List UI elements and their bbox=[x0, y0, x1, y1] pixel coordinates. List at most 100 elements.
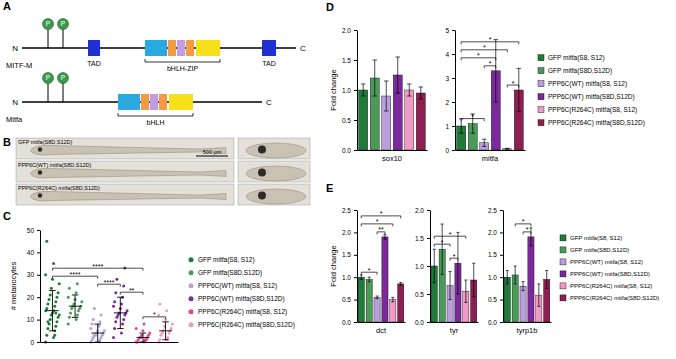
point bbox=[46, 302, 49, 305]
x-axis-line bbox=[358, 322, 406, 323]
legend-swatch bbox=[189, 283, 194, 288]
point bbox=[165, 309, 168, 312]
y-tick-mark bbox=[37, 275, 40, 276]
significance-label: * bbox=[453, 253, 456, 260]
point bbox=[100, 314, 103, 317]
y-tick: 1.0 bbox=[415, 263, 430, 270]
y-axis-line bbox=[503, 211, 504, 323]
point bbox=[54, 300, 57, 303]
error-bar bbox=[482, 139, 486, 146]
image-frame bbox=[16, 161, 234, 182]
significance: ***** bbox=[361, 210, 400, 274]
legend-swatch bbox=[538, 120, 544, 126]
significance-label: **** bbox=[70, 271, 81, 278]
y-tick: 0.0 bbox=[342, 147, 357, 154]
larva-image: PPP6C(R264C) mitfa(S8D,S12D) bbox=[16, 184, 310, 205]
legend-swatch bbox=[189, 296, 194, 301]
larva-body bbox=[30, 168, 226, 178]
y-tick-mark bbox=[354, 277, 357, 278]
y-tick-mark bbox=[500, 232, 503, 233]
zoom-head bbox=[246, 166, 306, 181]
point bbox=[143, 323, 146, 326]
legend-swatch bbox=[538, 81, 544, 87]
scale-bar-label: 500 µm bbox=[203, 149, 222, 155]
y-tick-mark bbox=[37, 252, 40, 253]
y-tick-mark bbox=[500, 277, 503, 278]
bar bbox=[366, 279, 372, 322]
y-tick-mark bbox=[452, 30, 455, 31]
y-tick-mark bbox=[37, 342, 40, 343]
y-tick-label: 0.5 bbox=[415, 291, 424, 298]
y-tick: 0.5 bbox=[415, 291, 430, 298]
point bbox=[114, 291, 117, 294]
site-stem bbox=[48, 83, 49, 102]
point bbox=[76, 282, 79, 285]
domain-label: bHLH bbox=[147, 119, 165, 126]
point bbox=[45, 334, 48, 337]
legend-swatch bbox=[189, 270, 194, 275]
error-bar bbox=[399, 283, 402, 286]
error-bar bbox=[376, 296, 379, 299]
x-axis-line bbox=[456, 150, 526, 151]
error-bar bbox=[545, 270, 548, 288]
zoom-eye bbox=[258, 169, 266, 177]
y-tick: 40 bbox=[27, 249, 40, 256]
legend-swatch bbox=[538, 68, 544, 74]
legend-label: GFP mitfa(S8D,S12D) bbox=[198, 269, 262, 277]
legend-label: PPP6C(WT) mitfa(S8D,S12D) bbox=[570, 271, 650, 277]
zoom-frame bbox=[238, 184, 310, 205]
error-bar bbox=[419, 87, 423, 99]
y-tick-label: 0.0 bbox=[488, 319, 497, 326]
error-bar bbox=[372, 60, 376, 96]
point bbox=[122, 285, 125, 288]
point bbox=[45, 307, 48, 310]
bar bbox=[405, 90, 414, 150]
y-tick: 2.0 bbox=[415, 207, 430, 214]
legend-swatch bbox=[189, 309, 194, 314]
bar bbox=[503, 149, 512, 150]
zoom-eye bbox=[258, 146, 266, 154]
error-bar bbox=[361, 84, 365, 96]
y-tick-label: 3 bbox=[445, 75, 449, 82]
y-tick-mark bbox=[354, 150, 357, 151]
y-tick-mark bbox=[354, 300, 357, 301]
zoom-frame bbox=[238, 161, 310, 182]
significance-label: ** bbox=[378, 226, 384, 233]
x-axis-line bbox=[431, 322, 479, 323]
y-tick: 4 bbox=[445, 51, 455, 58]
y-tick-mark bbox=[500, 210, 503, 211]
y-tick-mark bbox=[354, 210, 357, 211]
mean-error-bar bbox=[91, 324, 104, 342]
significance-label: **** bbox=[104, 279, 115, 286]
y-tick-label: 20 bbox=[27, 294, 35, 301]
phospho-site bbox=[43, 73, 54, 84]
y-tick: 1.0 bbox=[342, 274, 357, 281]
protein: NCMITF-MPPTADbHLH-ZIPTAD bbox=[6, 19, 306, 73]
y-tick-label: 1 bbox=[445, 123, 449, 130]
y-tick-mark bbox=[452, 78, 455, 79]
point bbox=[46, 327, 49, 330]
error-bar bbox=[514, 266, 517, 284]
y-tick: 30 bbox=[27, 271, 40, 278]
point bbox=[46, 320, 49, 323]
domain-box bbox=[118, 94, 140, 110]
domain-box bbox=[262, 40, 276, 56]
y-tick-mark bbox=[500, 255, 503, 256]
domain-label: TAD bbox=[87, 60, 100, 67]
significance: *************** bbox=[52, 263, 165, 320]
y-tick-label: 1.5 bbox=[415, 235, 424, 242]
domain-label: TAD bbox=[262, 60, 275, 67]
y-tick: 1 bbox=[445, 123, 455, 130]
y-tick-mark bbox=[354, 232, 357, 233]
y-tick: 2 bbox=[445, 99, 455, 106]
image-label: PPP6C(R264C) mitfa(S8D,S12D) bbox=[18, 185, 100, 191]
point bbox=[148, 332, 151, 335]
y-tick: 0 bbox=[30, 339, 40, 346]
zoom-head bbox=[246, 189, 306, 204]
point bbox=[44, 273, 47, 276]
domain-label: bHLH-ZIP bbox=[167, 65, 198, 72]
y-axis: 0.00.51.01.52.0 bbox=[415, 207, 431, 326]
legend-swatch bbox=[560, 271, 566, 277]
y-tick-mark bbox=[427, 210, 430, 211]
y-tick: 0.0 bbox=[488, 319, 503, 326]
